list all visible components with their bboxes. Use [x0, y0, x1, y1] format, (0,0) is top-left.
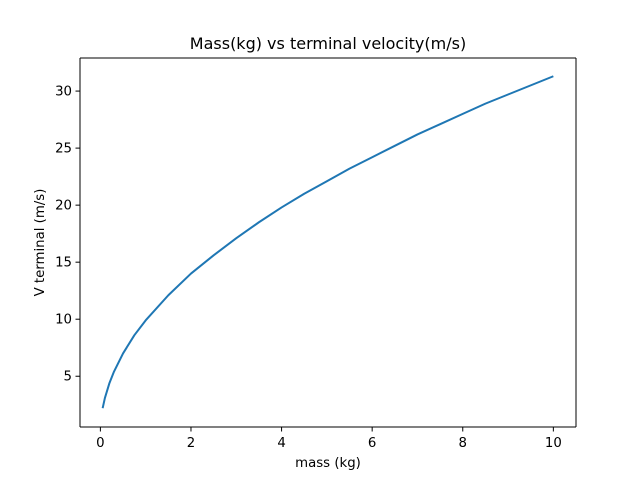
- x-axis-label: mass (kg): [295, 456, 361, 471]
- x-tick-label: 2: [187, 436, 195, 451]
- x-tick-label: 4: [277, 436, 285, 451]
- x-axis-ticks: 0 2 4 6 8 10: [96, 427, 562, 451]
- x-tick-label: 6: [368, 436, 376, 451]
- series-line: [101, 75, 554, 409]
- x-tick-label: 0: [96, 436, 104, 451]
- x-tick-label: 8: [459, 436, 467, 451]
- series-layer: [101, 75, 554, 409]
- y-axis-label: V terminal (m/s): [33, 189, 48, 297]
- y-axis-ticks: 5 10 15 20 25 30: [55, 85, 80, 385]
- y-tick-label: 10: [55, 313, 72, 328]
- chart-title: Mass(kg) vs terminal velocity(m/s): [190, 34, 466, 53]
- y-tick-label: 25: [55, 142, 72, 157]
- y-tick-label: 15: [55, 256, 72, 271]
- y-tick-label: 20: [55, 199, 72, 214]
- plot-frame: [79, 57, 577, 428]
- plot-area: [80, 58, 576, 427]
- y-tick-label: 5: [64, 370, 72, 385]
- y-tick-label: 30: [55, 85, 72, 100]
- x-tick-label: 10: [545, 436, 562, 451]
